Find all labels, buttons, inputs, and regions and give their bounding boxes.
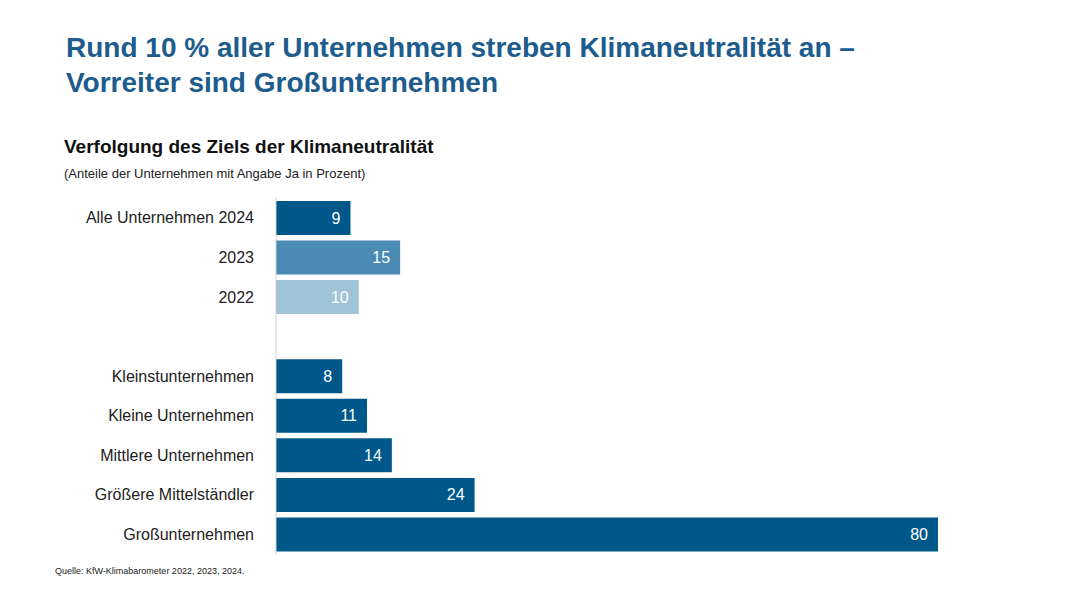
html-text:Quelle: KfW-Klimabarometer 202: Quelle: KfW-Klimabarometer 2022, 2023, 2… [55,566,245,576]
svg-text:10: 10 [331,289,349,306]
svg-text:Alle Unternehmen 2024: Alle Unternehmen 2024 [86,209,254,226]
svg-text:Größere Mittelständler: Größere Mittelständler [95,486,255,503]
html-text:Verfolgung des Ziels der Klima: Verfolgung des Ziels der Klimaneutralitä… [64,136,434,157]
svg-text:2023: 2023 [218,249,254,266]
svg-text:Kleinstunternehmen: Kleinstunternehmen [112,368,254,385]
svg-text:9: 9 [332,210,341,227]
svg-text:Kleine Unternehmen: Kleine Unternehmen [108,407,254,424]
svg-text:Großunternehmen: Großunternehmen [123,526,254,543]
html-text:(Anteile der Unternehmen mit A: (Anteile der Unternehmen mit Angabe Ja i… [64,166,366,181]
svg-text:2022: 2022 [218,289,254,306]
html-text:Vorreiter sind Großunternehmen: Vorreiter sind Großunternehmen [66,67,498,98]
svg-text:8: 8 [323,368,332,385]
svg-text:80: 80 [910,526,928,543]
svg-text:14: 14 [364,447,382,464]
svg-text:Mittlere Unternehmen: Mittlere Unternehmen [100,447,254,464]
svg-text:11: 11 [340,407,357,424]
html-text:Rund 10 % aller Unternehmen st: Rund 10 % aller Unternehmen streben Klim… [66,32,855,63]
svg-text:24: 24 [447,486,465,503]
svg-text:15: 15 [372,249,390,266]
